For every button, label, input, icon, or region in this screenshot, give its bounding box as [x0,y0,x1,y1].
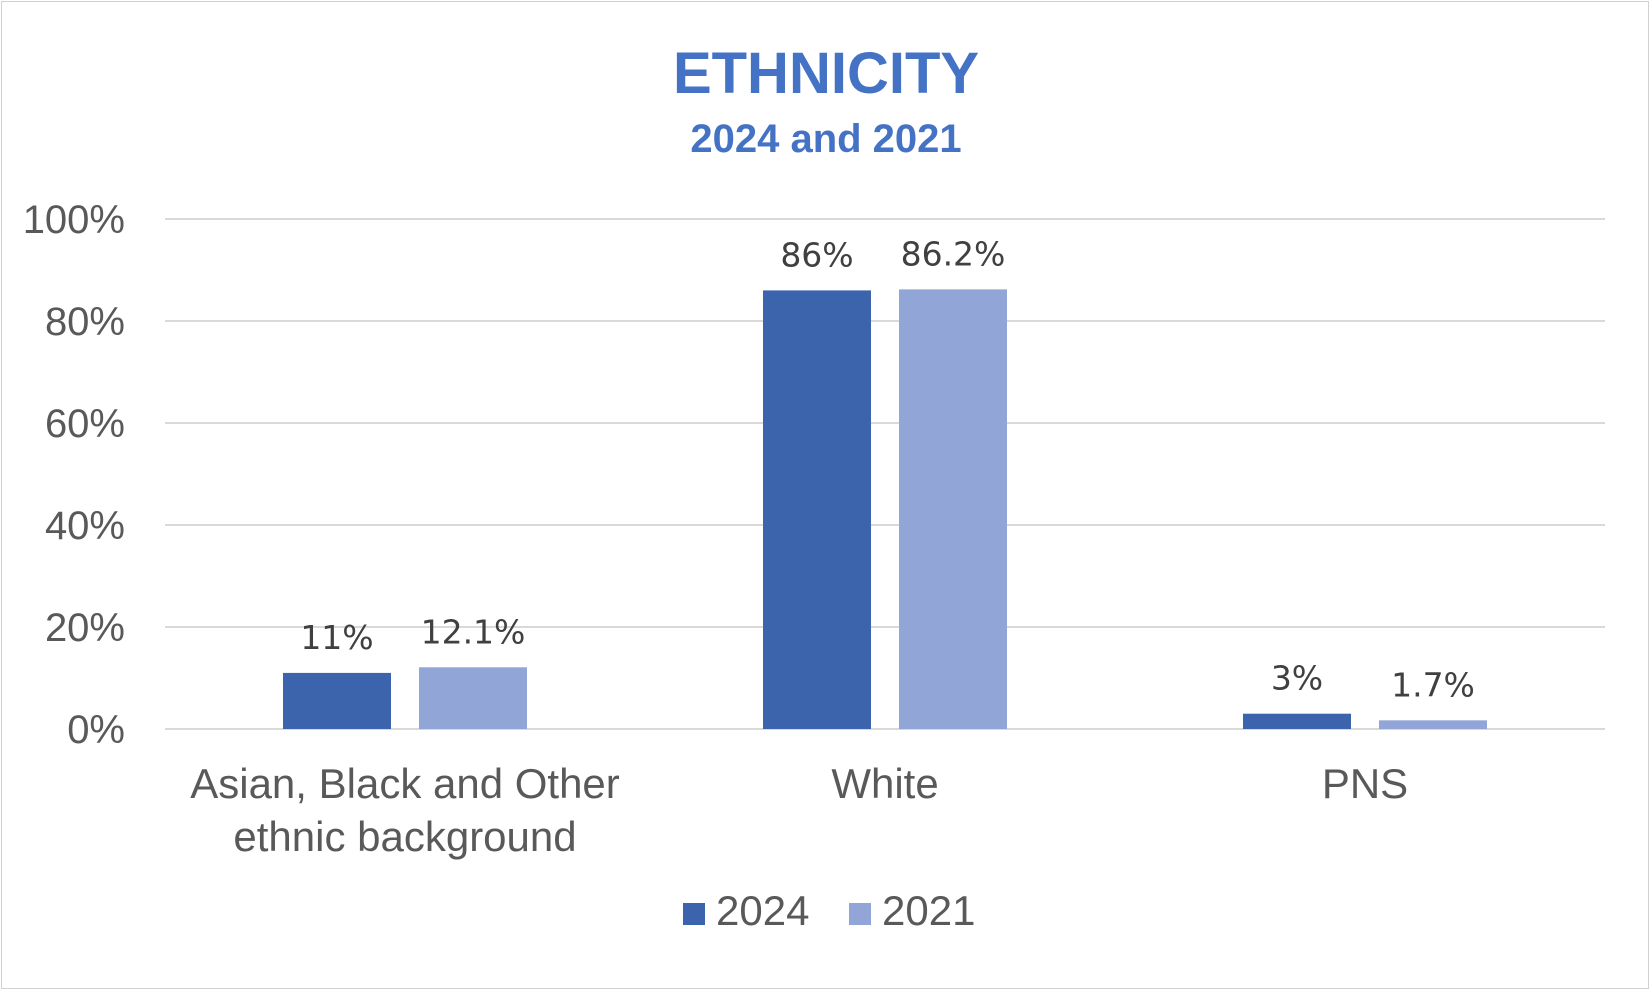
legend: 2024 2021 [683,887,975,934]
bars [283,289,1487,729]
bar-2024 [763,290,871,729]
legend-label-2024: 2024 [716,887,809,934]
data-label: 86% [780,235,853,274]
legend-swatch-2024 [683,903,705,925]
y-tick-label: 40% [45,504,125,548]
legend-label-2021: 2021 [882,887,975,934]
data-label: 11% [300,618,373,657]
chart-title: ETHNICITY [673,41,979,106]
y-tick-label: 60% [45,402,125,446]
category-label: ethnic background [233,813,576,860]
bar-2021 [1379,720,1487,729]
data-label: 12.1% [421,612,526,651]
data-label: 1.7% [1391,665,1475,704]
y-tick-label: 80% [45,300,125,344]
y-axis-ticks: 0% 20% 40% 60% 80% 100% [23,198,125,752]
legend-swatch-2021 [849,903,871,925]
bar-2024 [283,672,391,729]
category-label: White [831,760,938,807]
category-label: PNS [1322,760,1408,807]
data-labels: 11% 12.1% 86% 86.2% 3% 1.7% [300,234,1475,704]
chart-subtitle: 2024 and 2021 [690,117,961,161]
data-label: 3% [1271,659,1323,698]
y-tick-label: 100% [23,198,125,242]
y-tick-label: 20% [45,606,125,650]
y-tick-label: 0% [67,708,125,752]
category-label: Asian, Black and Other [190,760,620,807]
grid-lines [165,218,1605,730]
bar-2021 [419,667,527,729]
category-labels: Asian, Black and Other ethnic background W… [190,760,1408,860]
data-label: 86.2% [901,234,1006,273]
bar-2024 [1243,713,1351,729]
bar-2021 [899,289,1007,729]
